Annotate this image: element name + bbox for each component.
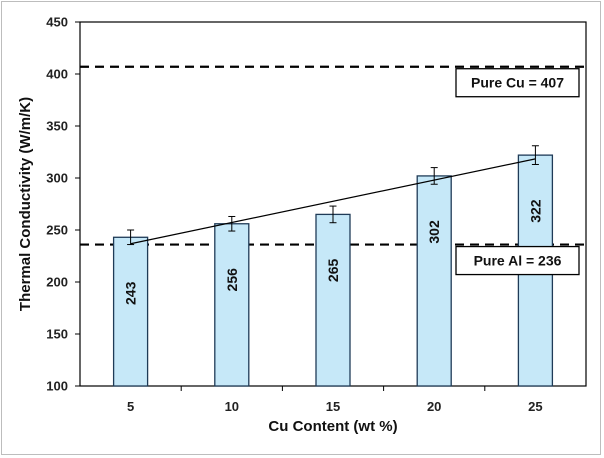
y-tick-label: 150 [46, 327, 68, 342]
trendline [130, 158, 536, 245]
y-axis-ticks: 100 150 200 250 300 350 400 450 [46, 15, 80, 394]
bar [416, 175, 452, 387]
bar-value-label: 243 [123, 281, 139, 305]
bar-value-label: 256 [224, 268, 240, 292]
x-tick-label: 15 [326, 399, 340, 414]
reference-lines [80, 65, 586, 246]
y-tick-label: 350 [46, 119, 68, 134]
reference-label-box [455, 245, 580, 276]
y-axis-title: Thermal Conductivity (W/m/K) [17, 97, 34, 311]
reference-label-box [455, 68, 580, 98]
bar-value-label: 302 [426, 220, 442, 244]
reference-labels: Pure Cu = 407 Pure Al = 236 [455, 68, 580, 276]
bar-value-label: 265 [325, 259, 341, 283]
bar [315, 213, 351, 387]
y-tick-label: 200 [46, 275, 68, 290]
error-bars [127, 145, 539, 246]
bar-value-label: 322 [527, 199, 543, 223]
y-tick-label: 400 [46, 67, 68, 82]
y-tick-label: 100 [46, 379, 68, 394]
reference-label-text: Pure Cu = 407 [471, 75, 564, 91]
x-axis-ticks: 5 10 15 20 25 [127, 386, 543, 414]
x-tick-label: 5 [127, 399, 134, 414]
trendline-segment [130, 158, 536, 245]
x-tick-label: 10 [225, 399, 239, 414]
reference-label-text: Pure Al = 236 [474, 253, 562, 269]
bar [214, 223, 250, 387]
bar [112, 236, 149, 387]
bar-value-labels: 243 256 265 302 322 [123, 199, 544, 305]
x-tick-label: 25 [528, 399, 542, 414]
y-tick-label: 300 [46, 171, 68, 186]
x-tick-label: 20 [427, 399, 441, 414]
x-axis-title: Cu Content (wt %) [268, 418, 397, 435]
y-tick-label: 450 [46, 15, 68, 30]
y-tick-label: 250 [46, 223, 68, 238]
